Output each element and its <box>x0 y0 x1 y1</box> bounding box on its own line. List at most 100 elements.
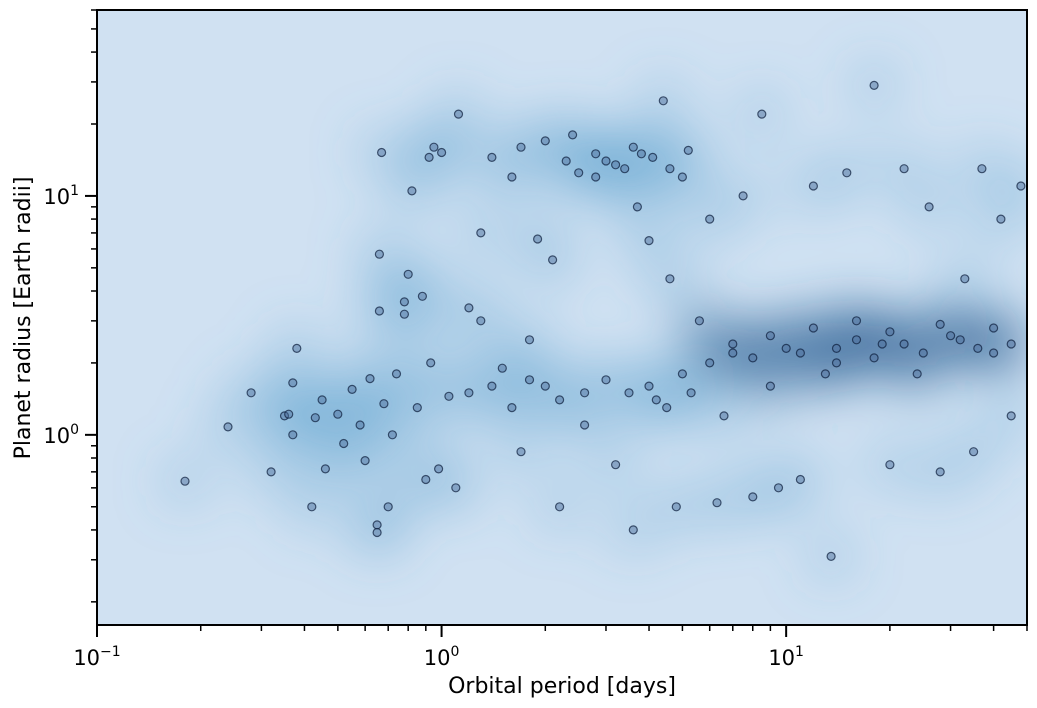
data-point <box>284 409 294 419</box>
density-blob <box>206 404 250 449</box>
data-point <box>591 172 601 182</box>
density-blob <box>343 438 388 483</box>
data-point <box>658 96 668 106</box>
x-tick-label: 100 <box>424 644 460 670</box>
data-point <box>644 236 654 246</box>
data-point <box>374 306 384 316</box>
density-blob <box>654 484 699 529</box>
density-blob <box>419 130 464 175</box>
data-point <box>374 249 384 259</box>
density-blob <box>918 449 963 494</box>
data-point <box>437 147 447 158</box>
data-point <box>935 319 945 329</box>
data-point <box>960 274 970 284</box>
data-point <box>567 130 578 140</box>
density-blob <box>942 256 987 301</box>
data-point <box>339 438 349 449</box>
data-point <box>379 399 389 409</box>
data-point <box>851 335 862 345</box>
density-blob <box>824 150 869 195</box>
data-point <box>372 527 382 538</box>
density-blob <box>389 168 434 213</box>
data-point <box>266 467 276 477</box>
data-point <box>820 369 831 379</box>
data-point <box>1006 411 1016 421</box>
data-point <box>547 255 558 265</box>
density-blob <box>458 210 503 255</box>
data-point <box>591 149 601 159</box>
density-blob <box>408 340 453 385</box>
data-point <box>924 202 934 212</box>
density-blob <box>249 449 294 494</box>
x-axis-label: Orbital period [days] <box>448 674 676 699</box>
data-point <box>912 369 922 379</box>
data-point <box>399 309 409 319</box>
data-point <box>665 164 675 174</box>
data-point <box>429 142 439 152</box>
data-point <box>476 316 486 326</box>
data-point <box>728 348 738 358</box>
density-blob <box>593 442 638 487</box>
data-point <box>360 456 370 466</box>
data-point <box>292 343 302 353</box>
density-blob <box>458 298 503 343</box>
data-point <box>831 343 842 353</box>
data-point <box>476 228 486 238</box>
data-point <box>885 327 895 337</box>
density-core <box>995 328 1027 360</box>
data-point <box>507 403 517 413</box>
data-point <box>288 430 298 440</box>
data-point <box>988 323 999 333</box>
data-point <box>317 395 327 405</box>
density-blob <box>978 197 1023 242</box>
data-point <box>869 80 879 91</box>
data-point <box>671 502 681 512</box>
data-point <box>719 411 729 421</box>
data-point <box>365 374 375 384</box>
data-point <box>453 109 464 119</box>
density-blob <box>641 78 686 123</box>
data-point <box>383 502 393 512</box>
data-point <box>973 343 983 353</box>
x-tick-label: 101 <box>768 644 804 670</box>
data-point <box>935 467 945 477</box>
density-core <box>858 341 891 374</box>
data-point <box>945 331 956 341</box>
density-core <box>754 370 787 403</box>
data-point <box>426 358 436 368</box>
data-point <box>899 164 909 174</box>
data-point <box>377 147 387 158</box>
data-point <box>808 181 819 191</box>
data-point <box>686 388 696 398</box>
y-tick-label: 100 <box>43 422 79 448</box>
density-blob <box>721 173 766 218</box>
data-point <box>540 136 550 146</box>
data-point <box>333 409 343 419</box>
data-point <box>705 358 715 368</box>
data-point <box>574 168 584 178</box>
data-point <box>601 156 611 166</box>
density-layer <box>163 63 1027 579</box>
density-blob <box>644 385 689 430</box>
plot-frame <box>96 9 1028 626</box>
density-blob <box>499 429 543 474</box>
data-point <box>773 483 784 493</box>
data-point <box>899 339 909 349</box>
density-blob <box>791 164 836 208</box>
density-blob <box>615 184 660 229</box>
density-blob <box>289 484 334 529</box>
data-point <box>561 156 571 166</box>
data-point <box>444 391 454 401</box>
density-blob <box>611 507 656 552</box>
density-blob <box>695 480 739 525</box>
x-tick-label: 10−1 <box>73 644 120 670</box>
data-point <box>403 269 413 279</box>
data-point <box>310 413 320 423</box>
data-point <box>412 403 422 413</box>
data-point <box>246 388 256 398</box>
data-point <box>620 164 630 174</box>
data-point <box>1006 339 1016 349</box>
data-point <box>728 339 738 349</box>
density-blob <box>778 457 823 502</box>
